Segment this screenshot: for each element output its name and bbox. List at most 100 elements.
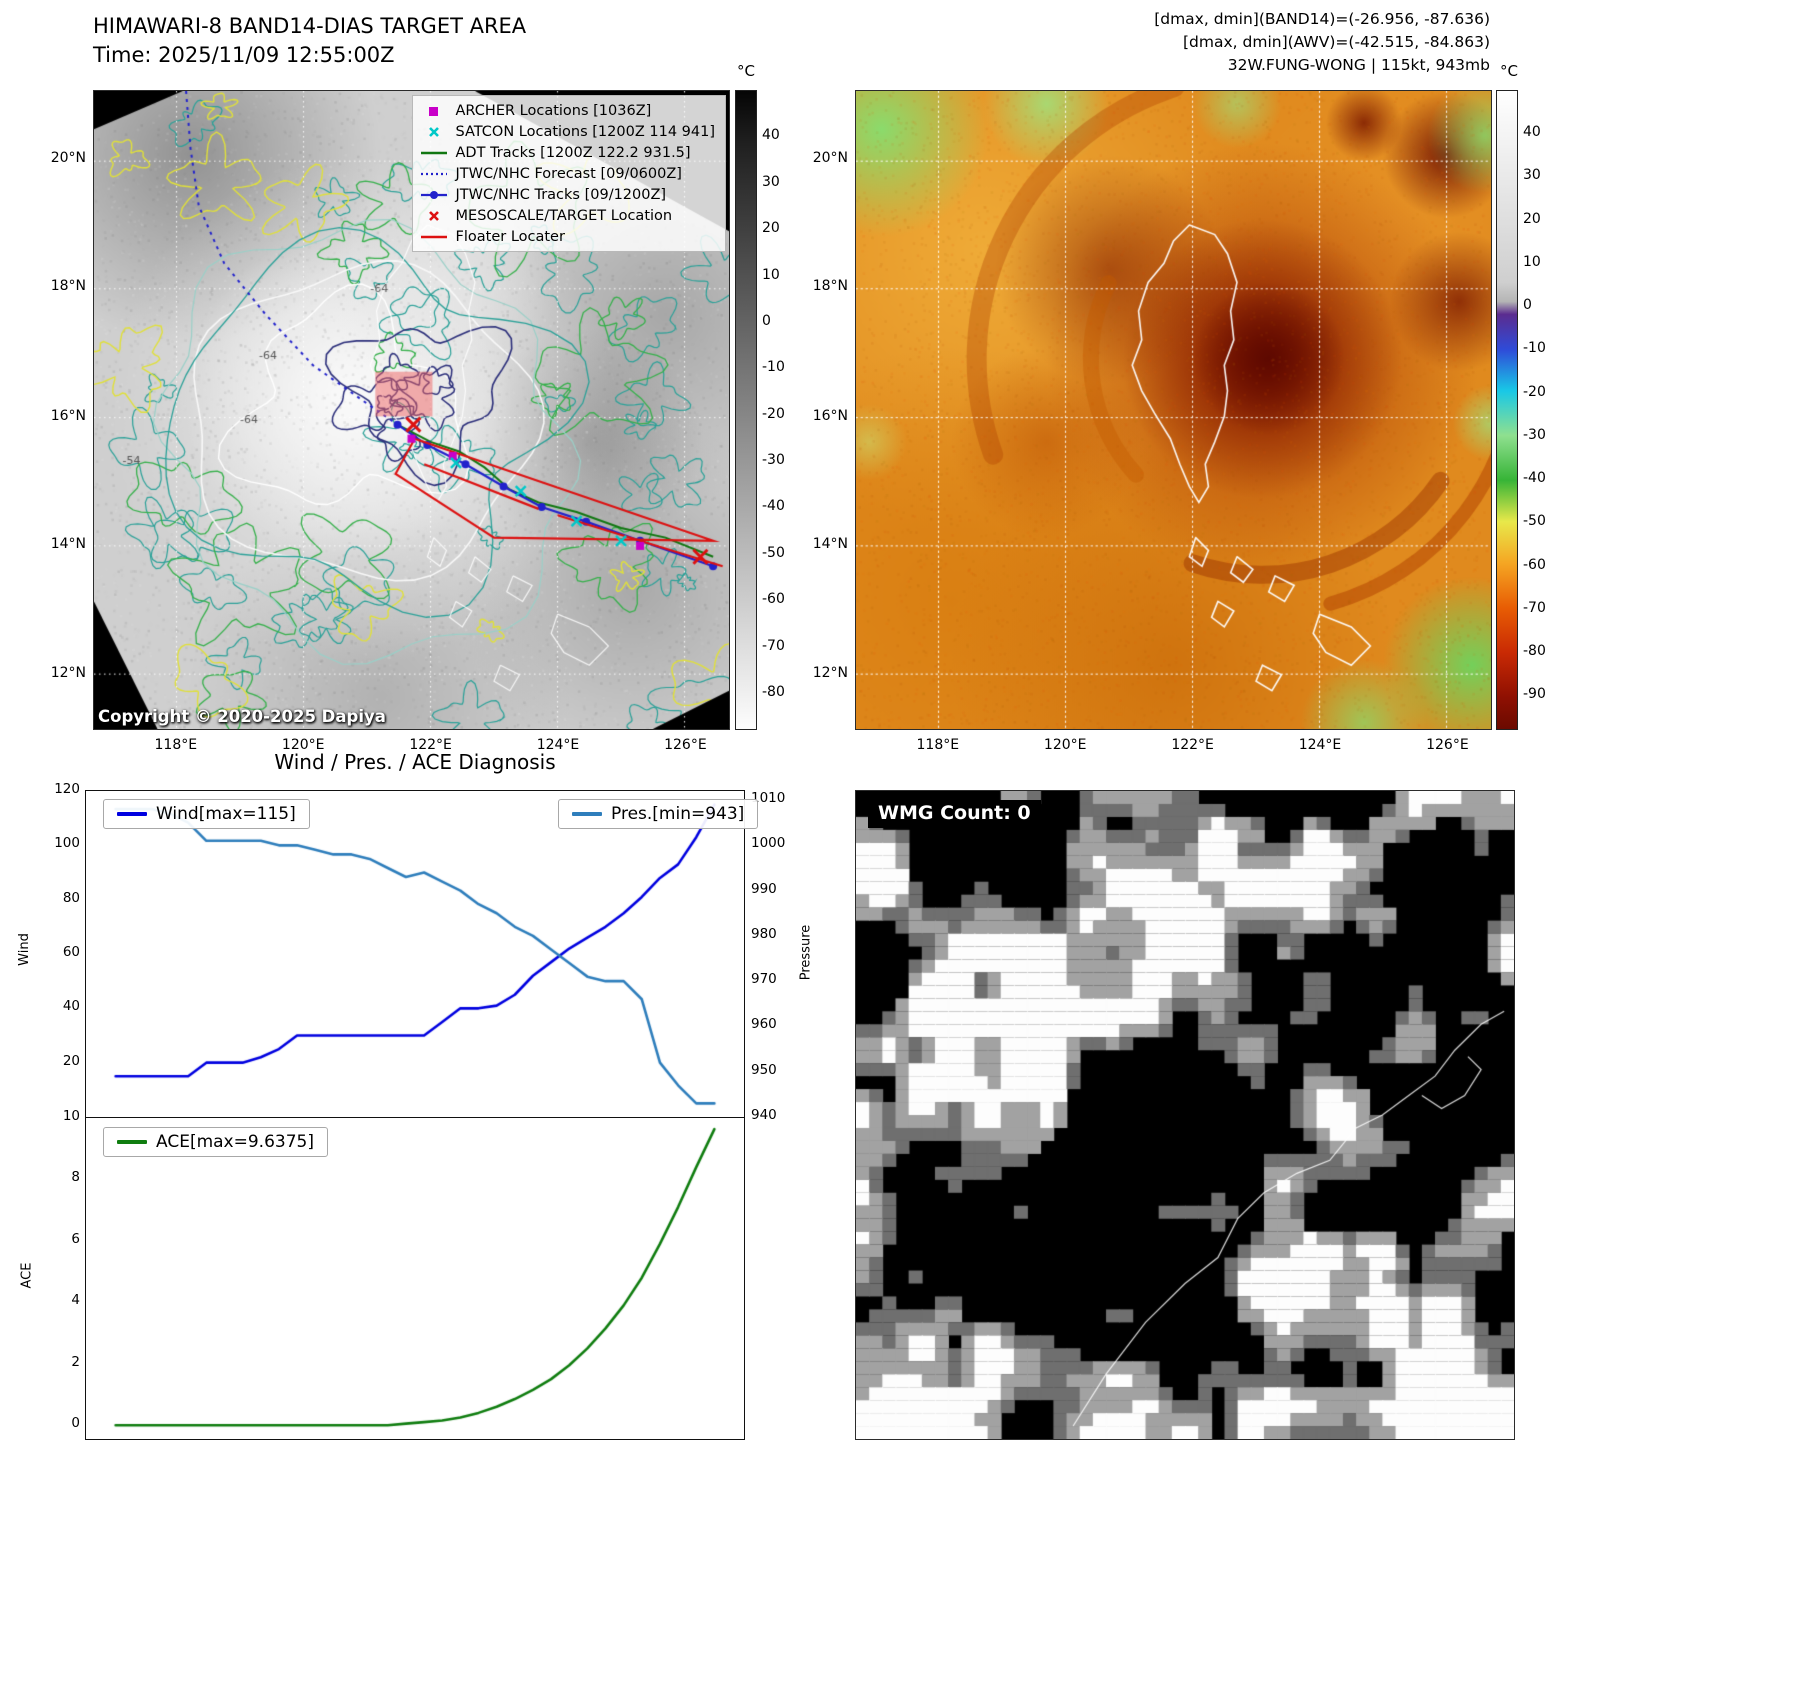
lat-tick-label: 12°N [812,664,848,681]
colorbar-tick-label: -90 [1523,686,1546,703]
legend-item-label: ADT Tracks [1200Z 122.2 931.5] [455,144,691,161]
pressure-legend-label: Pres.[min=943] [611,804,745,824]
colorbar-tick-label: 0 [1523,297,1532,314]
awv-colorbar-unit: °C [1500,62,1518,80]
ace-ytick-label: 2 [71,1353,80,1370]
lat-tick-label: 14°N [50,536,86,553]
colorbar-tick-label: -30 [762,452,785,468]
band14-legend: ARCHER Locations [1036Z] SATCON Locations… [411,95,726,252]
wind-axis-label: Wind [16,933,32,966]
band14-map: ARCHER Locations [1036Z] SATCON Locations… [93,90,730,730]
lon-tick-label: 120°E [1043,737,1087,753]
colorbar-tick-label: -10 [762,359,785,376]
ace-ytick-label: 8 [71,1169,80,1186]
wind-pressure-chart [85,790,745,1118]
lon-tick-label: 122°E [1171,737,1214,753]
colorbar-tick-label: -60 [762,591,785,608]
awv-header-line-3: 32W.FUNG-WONG | 115kt, 943mb [1227,56,1490,74]
pressure-ytick-label: 990 [751,880,777,897]
lat-tick-label: 16°N [812,407,848,424]
wmg-map-canvas [856,791,1514,1439]
pressure-legend-line [572,812,602,816]
legend-item-label: JTWC/NHC Forecast [09/0600Z] [455,165,682,182]
lat-tick-label: 20°N [50,150,86,167]
ace-legend: ACE[max=9.6375] [103,1127,328,1157]
wmg-count-badge: WMG Count: 0 [868,800,1041,828]
colorbar-tick-label: 20 [1523,210,1541,227]
pressure-ytick-label: 950 [751,1061,777,1078]
legend-item: JTWC/NHC Tracks [09/1200Z] [417,184,715,205]
line-icon [417,146,451,160]
lon-tick-label: 126°E [664,737,707,753]
pressure-ytick-label: 960 [751,1016,777,1033]
dotted-line-icon [417,167,451,181]
wind-ytick-label: 120 [54,781,80,797]
legend-item: MESOSCALE/TARGET Location [417,205,715,226]
ace-ytick-label: 6 [71,1230,80,1247]
colorbar-tick-label: 10 [762,266,780,283]
legend-item-label: JTWC/NHC Tracks [09/1200Z] [455,186,667,203]
awv-header-line-1: [dmax, dmin](BAND14)=(-26.956, -87.636) [1154,10,1490,28]
lon-tick-label: 124°E [536,737,580,753]
band14-colorbar [735,90,757,730]
ace-ytick-label: 0 [71,1415,80,1432]
colorbar-tick-label: 40 [762,127,780,144]
awv-colorbar [1496,90,1518,730]
lat-tick-label: 20°N [812,150,848,167]
wind-ytick-label: 80 [62,889,80,906]
lon-tick-label: 120°E [281,737,325,753]
legend-item-label: ARCHER Locations [1036Z] [455,102,652,119]
pressure-ytick-label: 940 [751,1107,777,1123]
diagnosis-title: Wind / Pres. / ACE Diagnosis [274,750,556,774]
legend-item: ADT Tracks [1200Z 122.2 931.5] [417,142,715,163]
wind-legend: Wind[max=115] [103,799,310,829]
legend-item-label: Floater Locater [455,228,565,245]
colorbar-tick-label: -80 [1523,643,1546,660]
lat-tick-label: 18°N [50,278,86,295]
lon-tick-label: 118°E [916,737,960,753]
wind-ytick-label: 60 [62,944,80,960]
band14-colorbar-unit: °C [737,62,755,80]
legend-item: SATCON Locations [1200Z 114 941] [417,121,715,142]
pressure-axis-label: Pressure [798,924,814,981]
colorbar-tick-label: -70 [762,637,785,654]
colorbar-tick-label: -50 [1523,513,1546,530]
line-icon [417,230,451,244]
lon-tick-label: 122°E [409,737,452,753]
colorbar-tick-label: -20 [762,405,785,422]
lat-tick-label: 12°N [50,664,86,681]
colorbar-tick-label: -50 [762,544,785,561]
x-icon [417,209,451,223]
band14-title: HIMAWARI-8 BAND14-DIAS TARGET AREA [93,14,527,38]
colorbar-tick-label: -40 [762,498,785,515]
awv-map [855,90,1492,730]
wind-legend-label: Wind[max=115] [156,804,296,824]
awv-map-canvas [856,91,1491,729]
colorbar-tick-label: -70 [1523,599,1546,616]
colorbar-tick-label: -40 [1523,470,1546,487]
colorbar-tick-label: -30 [1523,426,1546,443]
colorbar-tick-label: -80 [762,683,785,700]
awv-header: [dmax, dmin](BAND14)=(-26.956, -87.636) … [950,8,1490,77]
colorbar-tick-label: 10 [1523,253,1541,270]
wind-legend-line [117,812,147,816]
lat-tick-label: 16°N [50,407,86,424]
x-icon [417,125,451,139]
colorbar-tick-label: 0 [762,312,771,329]
wind-ytick-label: 20 [62,1052,80,1069]
lon-tick-label: 118°E [154,737,198,753]
colorbar-tick-label: -60 [1523,556,1546,573]
colorbar-tick-label: 20 [762,220,780,237]
line-dot-icon [417,188,451,202]
lat-tick-label: 18°N [812,278,848,295]
pressure-ytick-label: 970 [751,971,777,988]
ace-axis-label: ACE [19,1262,35,1289]
wmg-map: WMG Count: 0 [855,790,1515,1440]
pressure-ytick-label: 980 [751,925,777,942]
ace-legend-line [117,1140,147,1144]
ace-chart [85,1117,745,1440]
awv-header-line-2: [dmax, dmin](AWV)=(-42.515, -84.863) [1183,33,1490,51]
legend-item-label: SATCON Locations [1200Z 114 941] [455,123,715,140]
wind-ytick-label: 40 [62,998,80,1015]
pressure-ytick-label: 1010 [751,790,786,807]
